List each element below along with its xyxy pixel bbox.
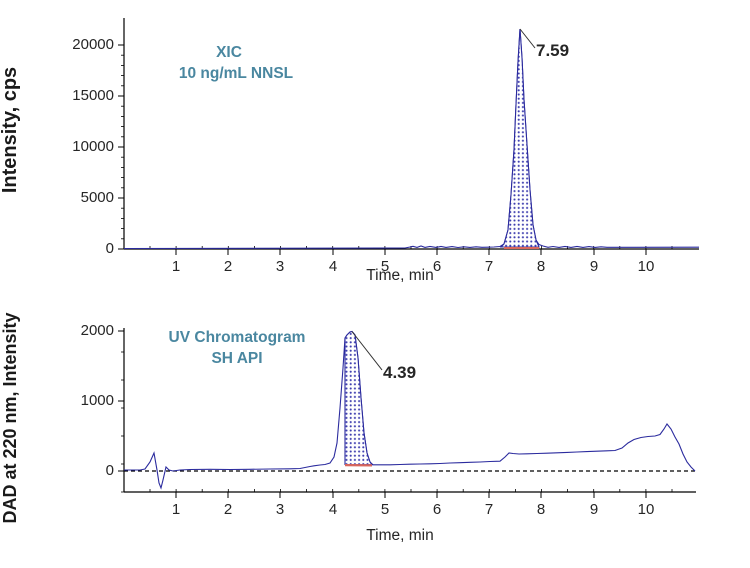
svg-text:5000: 5000 bbox=[81, 189, 114, 206]
svg-text:1: 1 bbox=[172, 258, 180, 275]
svg-text:9: 9 bbox=[590, 501, 598, 518]
svg-text:0: 0 bbox=[106, 462, 114, 479]
svg-text:SH API: SH API bbox=[211, 350, 262, 367]
svg-text:XIC: XIC bbox=[216, 44, 242, 61]
svg-text:7: 7 bbox=[485, 258, 493, 275]
svg-text:Time, min: Time, min bbox=[366, 527, 433, 544]
svg-text:7: 7 bbox=[485, 501, 493, 518]
svg-text:4: 4 bbox=[329, 258, 337, 275]
svg-text:10: 10 bbox=[638, 258, 655, 275]
svg-text:Time, min: Time, min bbox=[366, 267, 433, 284]
svg-text:0: 0 bbox=[106, 240, 114, 257]
svg-text:20000: 20000 bbox=[72, 36, 114, 53]
svg-text:DAD at 220 nm, Intensity: DAD at 220 nm, Intensity bbox=[0, 312, 20, 523]
svg-text:4.39: 4.39 bbox=[383, 363, 416, 382]
svg-text:9: 9 bbox=[590, 258, 598, 275]
svg-text:10 ng/mL NNSL: 10 ng/mL NNSL bbox=[179, 65, 293, 82]
svg-text:6: 6 bbox=[433, 258, 441, 275]
svg-text:2000: 2000 bbox=[81, 322, 114, 339]
svg-text:1000: 1000 bbox=[81, 392, 114, 409]
svg-text:10: 10 bbox=[638, 501, 655, 518]
svg-text:7.59: 7.59 bbox=[536, 41, 569, 60]
svg-text:5: 5 bbox=[381, 501, 389, 518]
svg-text:6: 6 bbox=[433, 501, 441, 518]
svg-text:8: 8 bbox=[537, 501, 545, 518]
svg-text:3: 3 bbox=[276, 501, 284, 518]
svg-text:8: 8 bbox=[537, 258, 545, 275]
svg-text:2: 2 bbox=[224, 258, 232, 275]
svg-text:4: 4 bbox=[329, 501, 337, 518]
svg-text:10000: 10000 bbox=[72, 138, 114, 155]
svg-text:2: 2 bbox=[224, 501, 232, 518]
svg-text:3: 3 bbox=[276, 258, 284, 275]
svg-text:Intensity, cps: Intensity, cps bbox=[0, 67, 21, 193]
svg-text:15000: 15000 bbox=[72, 87, 114, 104]
svg-text:UV Chromatogram: UV Chromatogram bbox=[169, 329, 306, 346]
svg-text:1: 1 bbox=[172, 501, 180, 518]
